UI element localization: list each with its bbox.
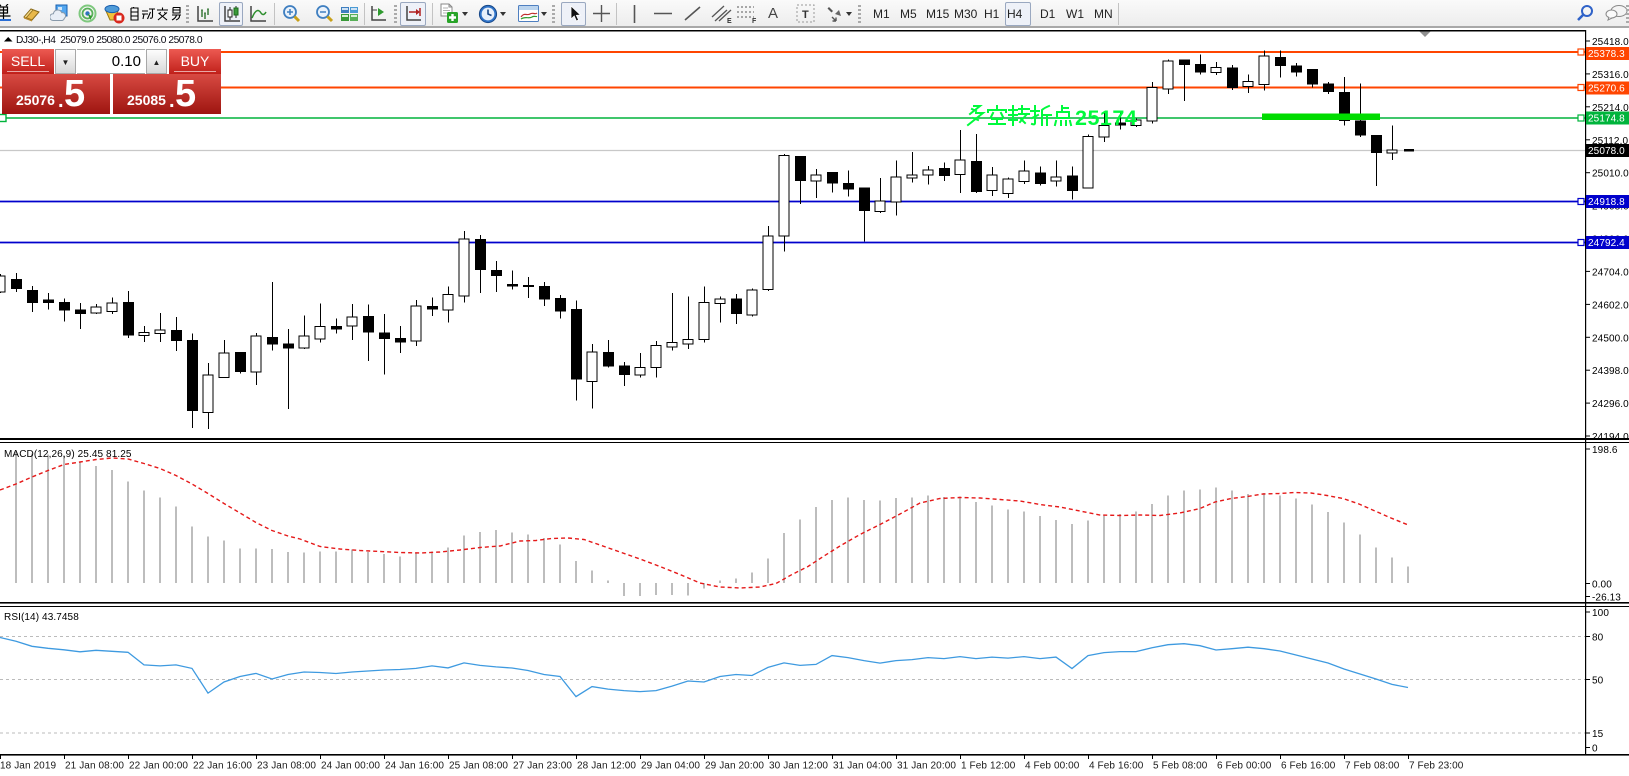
svg-text:-26.13: -26.13 [1592,593,1621,604]
svg-text:4 Feb 16:00: 4 Feb 16:00 [1089,761,1144,772]
svg-text:25214.0: 25214.0 [1592,103,1629,114]
svg-text:18 Jan 2019: 18 Jan 2019 [0,761,56,772]
svg-text:1 Feb 12:00: 1 Feb 12:00 [961,761,1016,772]
svg-text:28 Jan 12:00: 28 Jan 12:00 [577,761,636,772]
svg-text:0.00: 0.00 [1592,580,1612,591]
svg-text:24918.8: 24918.8 [1588,197,1625,208]
svg-text:6 Feb 16:00: 6 Feb 16:00 [1281,761,1336,772]
svg-text:24 Jan 00:00: 24 Jan 00:00 [321,761,380,772]
svg-text:15: 15 [1592,729,1604,740]
svg-text:29 Jan 04:00: 29 Jan 04:00 [641,761,700,772]
svg-text:5 Feb 08:00: 5 Feb 08:00 [1153,761,1208,772]
svg-text:24194.0: 24194.0 [1592,432,1629,443]
svg-text:29 Jan 20:00: 29 Jan 20:00 [705,761,764,772]
svg-text:31 Jan 20:00: 31 Jan 20:00 [897,761,956,772]
svg-text:25112.0: 25112.0 [1592,136,1628,147]
svg-text:7 Feb 23:00: 7 Feb 23:00 [1409,761,1464,772]
svg-text:27 Jan 23:00: 27 Jan 23:00 [513,761,572,772]
svg-text:MACD(12,26,9) 25.45 81.25: MACD(12,26,9) 25.45 81.25 [4,449,132,460]
svg-text:22 Jan 00:00: 22 Jan 00:00 [129,761,188,772]
svg-text:23 Jan 08:00: 23 Jan 08:00 [257,761,316,772]
svg-text:80: 80 [1592,633,1604,644]
svg-text:E: E [727,18,732,24]
svg-text:DJ30-,H4 25079.0 25080.0 2507: DJ30-,H4 25079.0 25080.0 25076.0 25078.0 [16,35,203,46]
svg-text:T: T [802,9,809,21]
svg-text:25078.0: 25078.0 [1588,146,1625,157]
svg-text:198.6: 198.6 [1592,445,1618,456]
svg-text:24296.0: 24296.0 [1592,399,1629,410]
svg-text:24500.0: 24500.0 [1592,333,1629,344]
svg-text:25316.0: 25316.0 [1592,70,1629,81]
svg-text:24602.0: 24602.0 [1592,300,1629,311]
svg-text:25 Jan 08:00: 25 Jan 08:00 [449,761,508,772]
svg-text:25010.0: 25010.0 [1592,169,1629,180]
svg-text:0: 0 [1592,744,1598,755]
svg-text:24704.0: 24704.0 [1592,267,1629,278]
svg-text:25174.8: 25174.8 [1588,114,1625,125]
svg-text:F: F [752,18,757,24]
svg-text:25418.0: 25418.0 [1592,37,1629,48]
svg-text:25270.6: 25270.6 [1588,84,1625,95]
svg-text:7 Feb 08:00: 7 Feb 08:00 [1345,761,1400,772]
svg-text:RSI(14) 43.7458: RSI(14) 43.7458 [4,612,79,623]
svg-text:30 Jan 12:00: 30 Jan 12:00 [769,761,828,772]
svg-text:21 Jan 08:00: 21 Jan 08:00 [65,761,124,772]
svg-text:25378.3: 25378.3 [1588,49,1625,60]
svg-text:100: 100 [1592,608,1609,619]
svg-text:22 Jan 16:00: 22 Jan 16:00 [193,761,252,772]
svg-text:6 Feb 00:00: 6 Feb 00:00 [1217,761,1272,772]
svg-text:4 Feb 00:00: 4 Feb 00:00 [1025,761,1080,772]
svg-text:24792.4: 24792.4 [1588,238,1625,249]
svg-text:50: 50 [1592,676,1604,687]
svg-text:31 Jan 04:00: 31 Jan 04:00 [833,761,892,772]
svg-text:24398.0: 24398.0 [1592,366,1629,377]
svg-text:24 Jan 16:00: 24 Jan 16:00 [385,761,444,772]
svg-text:25174: 25174 [1075,106,1137,130]
